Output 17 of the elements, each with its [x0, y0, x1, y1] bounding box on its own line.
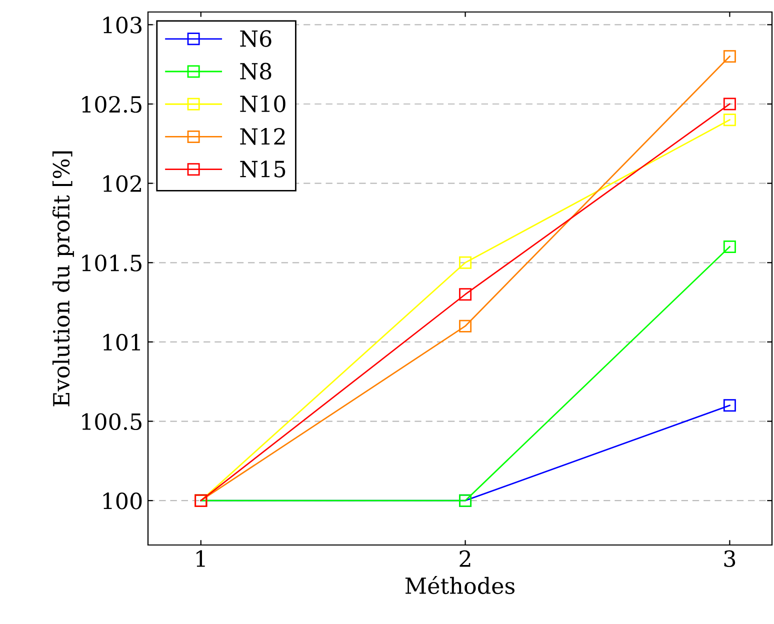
x-tick-label: 3: [724, 550, 736, 568]
legend-label: N12: [240, 128, 285, 145]
legend-label: N15: [240, 160, 286, 178]
y-tick-label: 100: [103, 492, 142, 510]
x-tick-label: 1: [196, 550, 205, 567]
y-axis-title: Evolution du profit [%]: [52, 151, 74, 406]
y-tick-label: 101.5: [82, 254, 142, 272]
y-tick-label: 103: [103, 16, 142, 34]
y-tick-label: 102: [103, 175, 141, 192]
legend-label: N8: [240, 62, 272, 80]
x-tick-label: 2: [460, 550, 470, 567]
y-tick-label: 101: [103, 334, 140, 351]
y-tick-label: 102.5: [82, 96, 142, 113]
legend-label: N6: [240, 30, 272, 47]
x-axis-title: Méthodes: [405, 576, 515, 594]
legend-label: N10: [240, 95, 286, 112]
y-tick-label: 100.5: [82, 413, 142, 430]
